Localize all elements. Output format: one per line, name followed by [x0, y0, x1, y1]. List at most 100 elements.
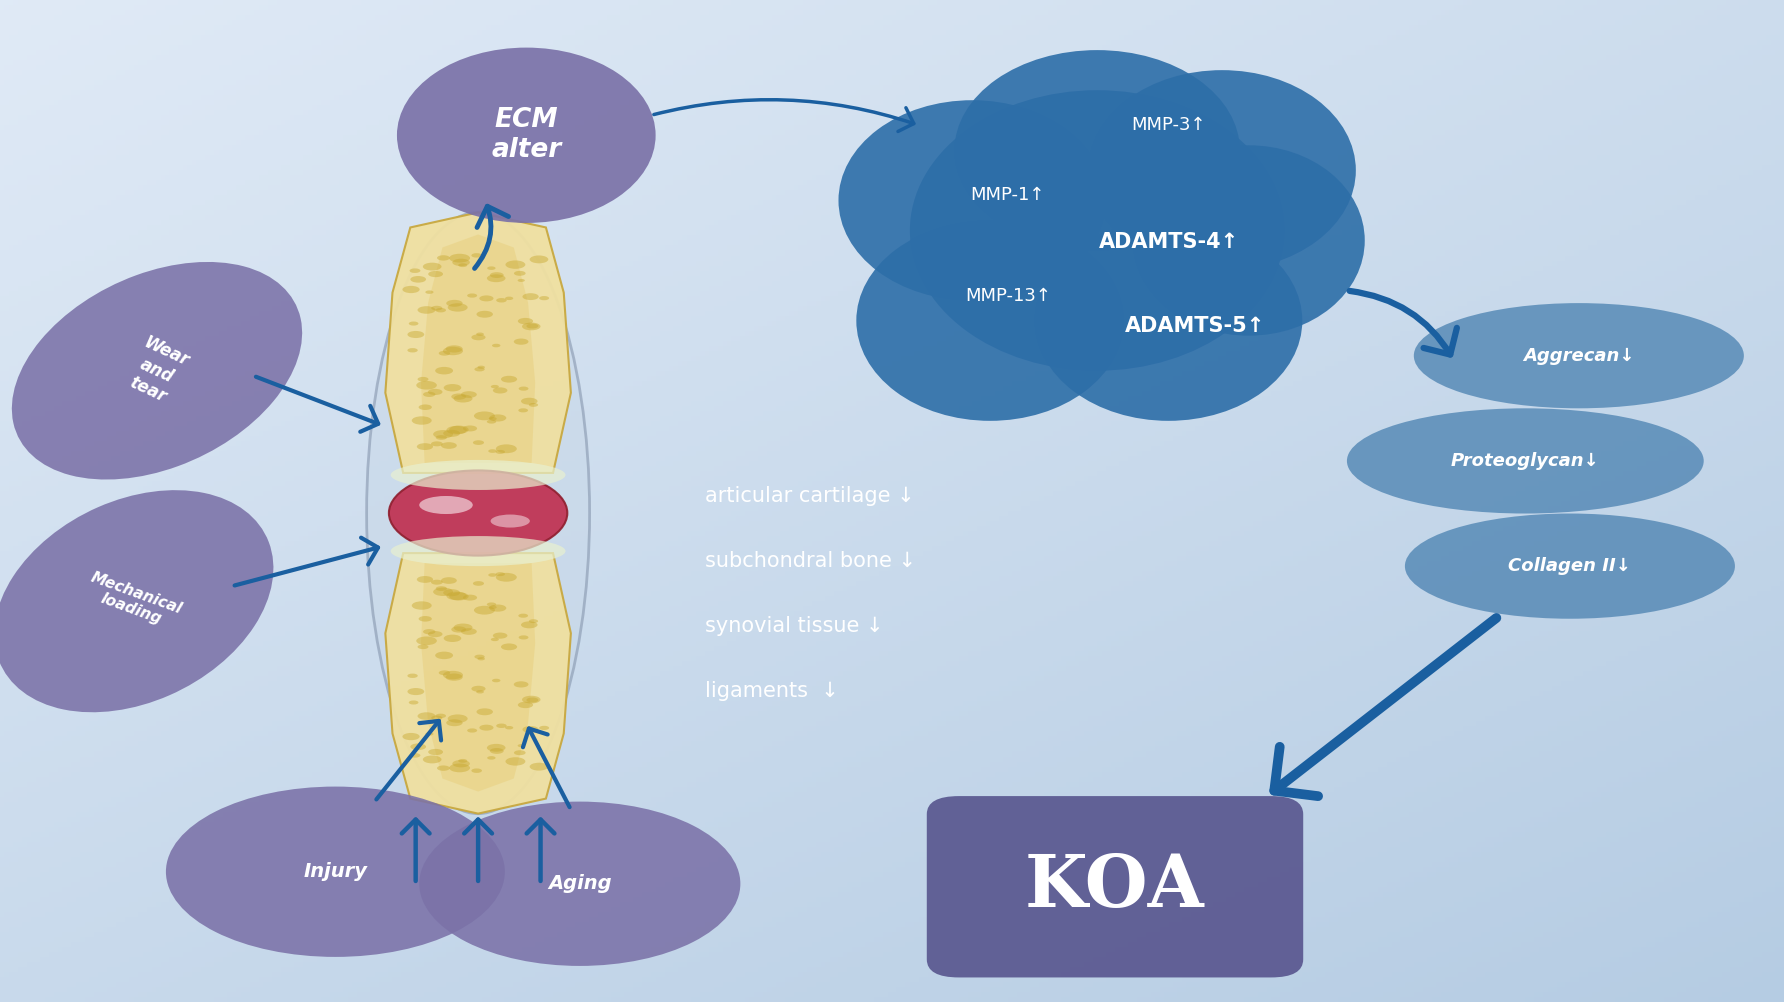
Ellipse shape: [1088, 70, 1356, 271]
Ellipse shape: [403, 286, 419, 294]
Ellipse shape: [489, 415, 507, 422]
Ellipse shape: [505, 297, 514, 300]
Text: articular cartilage ↓: articular cartilage ↓: [705, 486, 915, 506]
Ellipse shape: [417, 576, 434, 583]
Ellipse shape: [521, 398, 537, 405]
Ellipse shape: [391, 536, 566, 566]
Ellipse shape: [423, 392, 435, 397]
Ellipse shape: [410, 269, 421, 273]
Ellipse shape: [435, 367, 453, 375]
Ellipse shape: [462, 594, 476, 600]
Ellipse shape: [428, 389, 442, 395]
Ellipse shape: [419, 405, 432, 410]
Ellipse shape: [432, 715, 442, 720]
Ellipse shape: [417, 644, 428, 649]
Text: Wear
and
tear: Wear and tear: [123, 334, 191, 408]
Ellipse shape: [496, 298, 507, 303]
Ellipse shape: [530, 763, 548, 771]
Ellipse shape: [514, 750, 526, 756]
Ellipse shape: [437, 256, 450, 261]
Ellipse shape: [487, 743, 505, 752]
Ellipse shape: [501, 643, 517, 650]
Ellipse shape: [439, 670, 450, 675]
Ellipse shape: [473, 581, 483, 586]
Ellipse shape: [1133, 145, 1365, 336]
Text: MMP-3↑: MMP-3↑: [1131, 116, 1206, 134]
Ellipse shape: [489, 449, 496, 453]
Ellipse shape: [1035, 220, 1302, 421]
Ellipse shape: [453, 259, 469, 267]
Ellipse shape: [412, 601, 432, 610]
Text: Mechanical
loading: Mechanical loading: [84, 569, 184, 633]
Ellipse shape: [487, 602, 496, 606]
Ellipse shape: [517, 279, 524, 282]
Ellipse shape: [419, 802, 740, 966]
Ellipse shape: [442, 347, 464, 356]
Ellipse shape: [471, 685, 485, 691]
Ellipse shape: [448, 304, 467, 312]
Ellipse shape: [517, 318, 533, 325]
Ellipse shape: [434, 430, 453, 439]
Ellipse shape: [442, 589, 460, 596]
Ellipse shape: [450, 592, 469, 600]
Ellipse shape: [453, 623, 473, 631]
Ellipse shape: [517, 701, 533, 708]
Ellipse shape: [444, 634, 462, 642]
FancyBboxPatch shape: [928, 796, 1302, 978]
Ellipse shape: [489, 573, 496, 577]
Ellipse shape: [1347, 409, 1704, 514]
Ellipse shape: [435, 435, 448, 440]
Ellipse shape: [435, 308, 446, 313]
Ellipse shape: [487, 420, 496, 424]
Ellipse shape: [473, 440, 483, 445]
Ellipse shape: [391, 460, 566, 490]
Ellipse shape: [435, 651, 453, 659]
Ellipse shape: [505, 758, 524, 766]
Ellipse shape: [491, 273, 503, 278]
Ellipse shape: [467, 294, 476, 298]
Ellipse shape: [446, 591, 467, 600]
Ellipse shape: [417, 712, 435, 719]
Ellipse shape: [423, 756, 441, 764]
Ellipse shape: [458, 264, 467, 268]
Ellipse shape: [12, 262, 301, 480]
Ellipse shape: [478, 657, 485, 660]
Ellipse shape: [416, 381, 437, 390]
Text: KOA: KOA: [1026, 852, 1204, 922]
Ellipse shape: [410, 754, 421, 758]
Ellipse shape: [1413, 304, 1743, 409]
Ellipse shape: [446, 300, 462, 307]
Ellipse shape: [446, 346, 462, 353]
Ellipse shape: [489, 604, 507, 611]
Ellipse shape: [166, 787, 505, 957]
Ellipse shape: [471, 335, 485, 341]
Polygon shape: [385, 212, 571, 473]
Ellipse shape: [446, 719, 462, 726]
Ellipse shape: [496, 450, 505, 454]
Text: synovial tissue ↓: synovial tissue ↓: [705, 616, 883, 636]
Ellipse shape: [396, 48, 657, 223]
Polygon shape: [421, 563, 535, 792]
Ellipse shape: [417, 443, 434, 450]
Ellipse shape: [838, 100, 1106, 301]
Ellipse shape: [539, 296, 549, 301]
Ellipse shape: [423, 629, 435, 634]
Ellipse shape: [475, 654, 485, 659]
Ellipse shape: [492, 632, 507, 638]
Ellipse shape: [530, 256, 548, 264]
Ellipse shape: [519, 408, 528, 413]
Text: MMP-1↑: MMP-1↑: [970, 186, 1045, 204]
Ellipse shape: [446, 426, 467, 435]
Ellipse shape: [521, 621, 537, 628]
Text: ECM
alter: ECM alter: [491, 107, 562, 163]
Ellipse shape: [444, 384, 462, 392]
Ellipse shape: [0, 490, 273, 712]
Ellipse shape: [505, 261, 524, 269]
Ellipse shape: [442, 670, 464, 679]
Ellipse shape: [492, 678, 501, 682]
Ellipse shape: [523, 695, 541, 703]
Ellipse shape: [528, 619, 539, 623]
Ellipse shape: [368, 212, 589, 814]
Ellipse shape: [450, 254, 469, 263]
Ellipse shape: [487, 757, 496, 760]
